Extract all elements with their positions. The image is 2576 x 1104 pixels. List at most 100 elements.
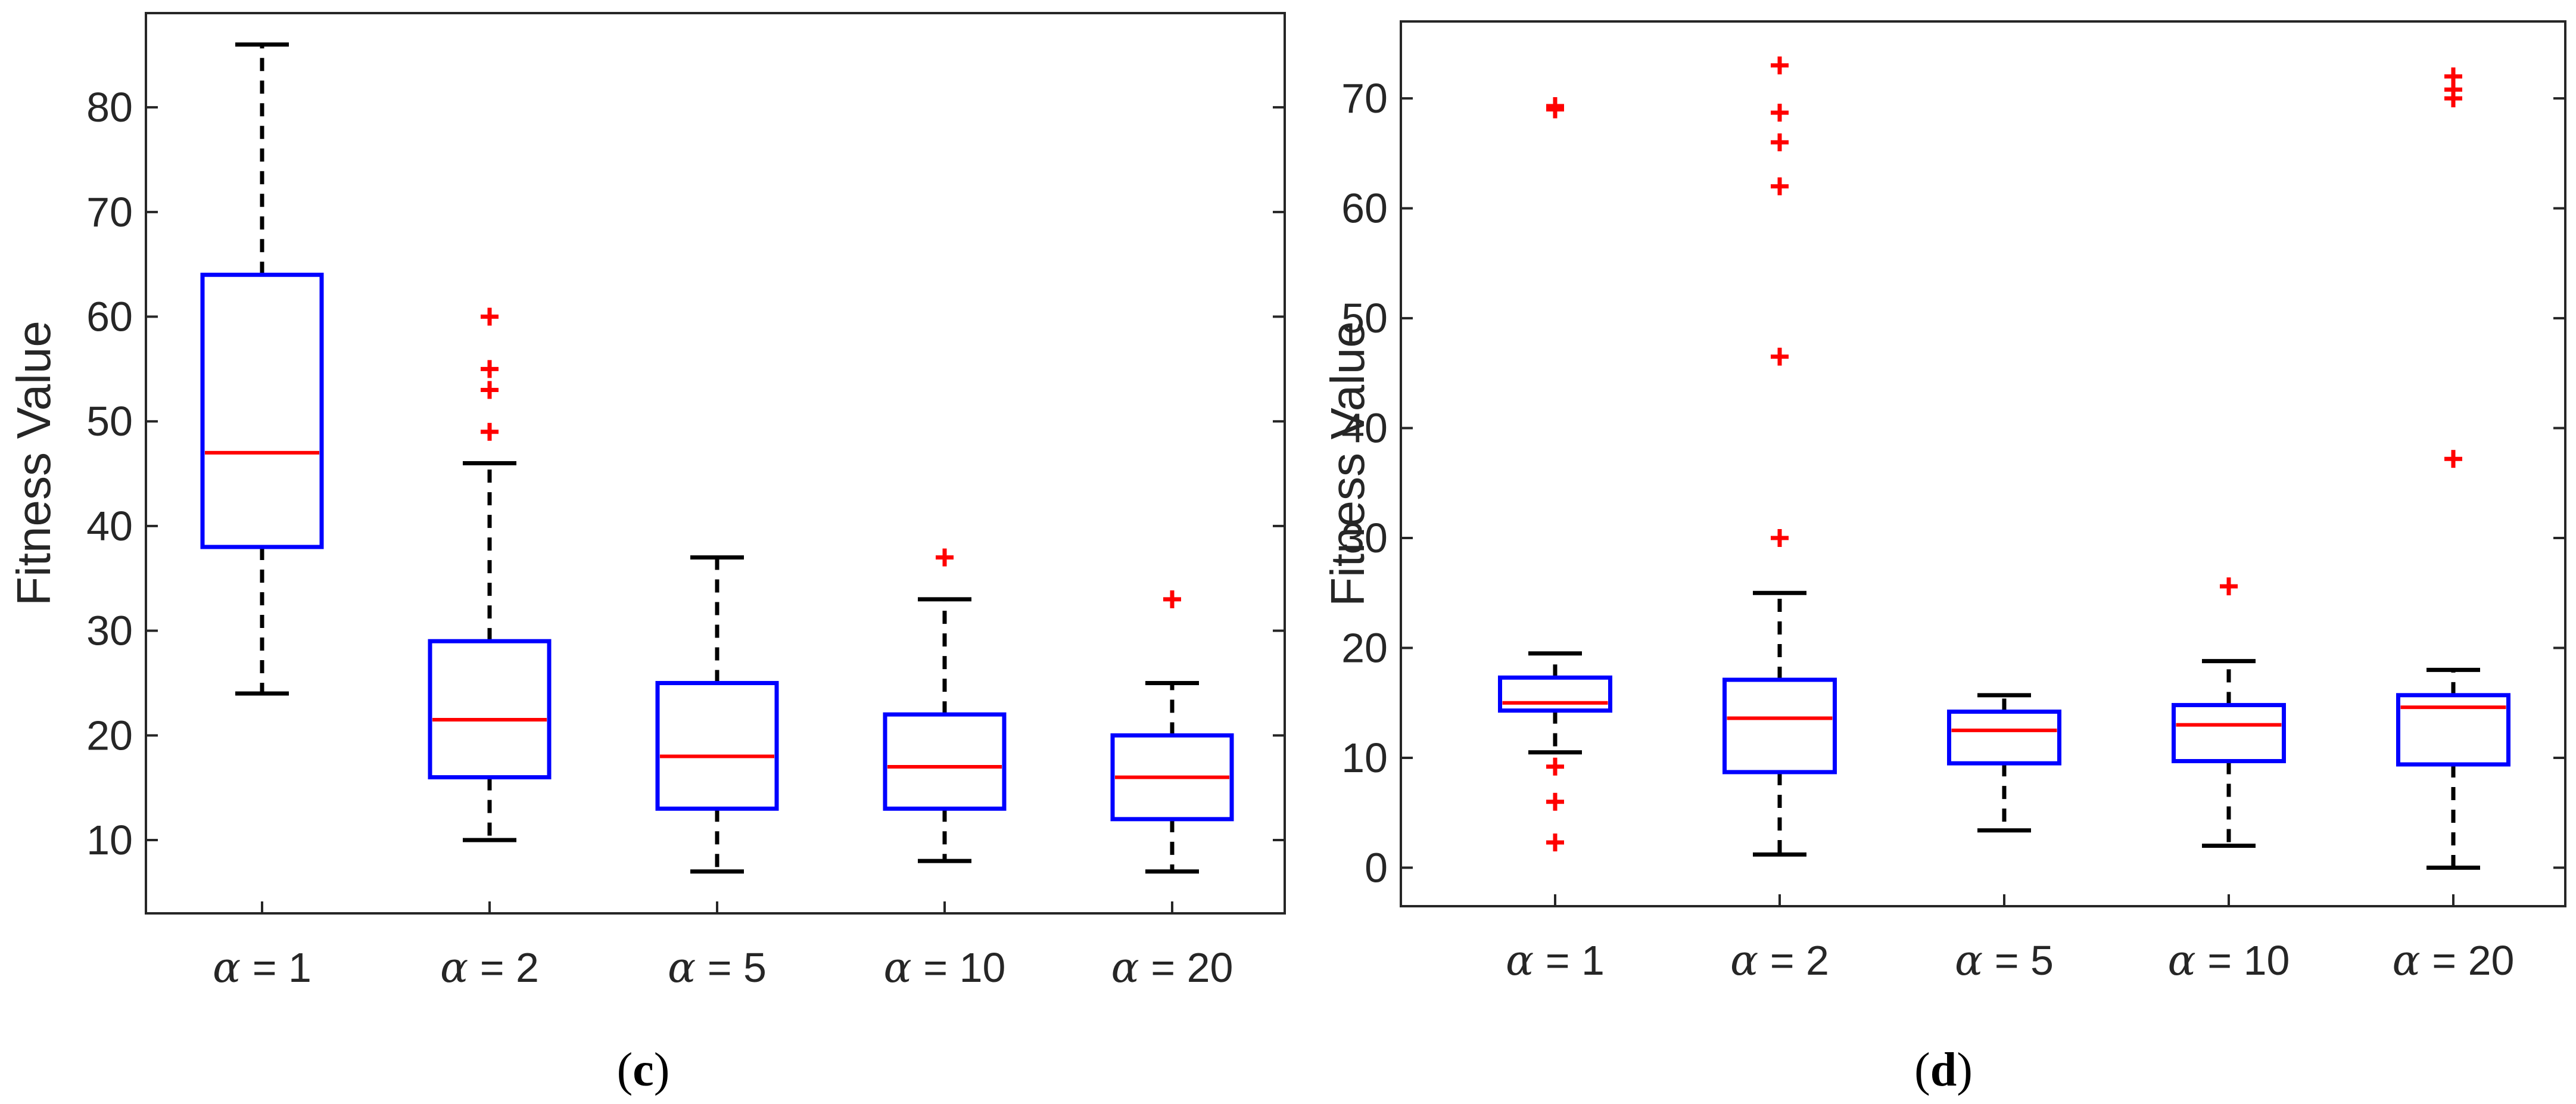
alpha-symbol: α [440,943,468,992]
outlier-marker [1771,529,1789,548]
panel-caption: (c) [617,1044,670,1096]
iqr-box [1498,675,1612,713]
caption-close-paren: ) [654,1044,670,1096]
caption-letter: c [633,1044,654,1096]
category-value: = 2 [468,944,539,991]
outlier-marker [1546,792,1564,811]
category-value: = 20 [1139,944,1234,991]
category-value: = 1 [1534,937,1605,984]
x-tick-label: α = 20 [2393,936,2515,985]
outlier-marker [1546,97,1564,116]
x-tick-label: α = 1 [213,943,312,992]
y-axis-label: Fitness Value [7,321,60,606]
category-value: = 10 [2196,937,2290,984]
category-value: = 10 [912,944,1006,991]
x-tick-label: α = 10 [2168,936,2290,985]
y-tick-label: 40 [86,503,133,549]
caption-close-paren: ) [1957,1044,1973,1096]
x-tick-label: α = 5 [1955,936,2054,985]
category-value: = 5 [696,944,767,991]
outlier-marker [1546,834,1564,852]
iqr-box [655,680,779,811]
caption-open-paren: ( [617,1044,633,1096]
iqr-box [2172,702,2286,763]
y-tick-label: 20 [1341,624,1388,671]
alpha-symbol: α [1955,936,1983,985]
outlier-marker [481,307,499,326]
caption-open-paren: ( [1914,1044,1930,1096]
panel-caption: (d) [1914,1044,1973,1096]
y-tick-label: 20 [86,712,133,758]
x-tick-label: α = 20 [1111,943,1234,992]
box-group-5 [2396,67,2510,870]
y-tick-label: 70 [86,189,133,235]
outlier-marker [481,422,499,441]
iqr-box [2396,693,2510,767]
iqr-box [428,639,552,780]
outlier-marker [481,381,499,399]
alpha-symbol: α [884,943,912,992]
outlier-marker [1771,56,1789,74]
box-group-4 [883,548,1007,863]
outlier-marker [1546,757,1564,776]
outlier-marker [481,360,499,378]
y-tick-label: 0 [1365,844,1388,891]
y-tick-label: 50 [1341,295,1388,341]
box-group-3 [655,555,779,874]
y-tick-label: 60 [86,294,133,340]
outlier-marker [936,548,954,567]
category-value: = 1 [241,944,312,991]
box-group-2 [1722,56,1837,857]
y-tick-label: 10 [1341,735,1388,781]
y-tick-label: 30 [1341,515,1388,561]
box-group-4 [2172,577,2286,848]
iqr-box [1722,677,1837,775]
alpha-symbol: α [1730,936,1758,985]
outlier-marker [2444,450,2462,468]
outlier-marker [1771,347,1789,366]
x-tick-label: α = 2 [1730,936,1829,985]
alpha-symbol: α [1111,943,1139,992]
caption-letter: d [1930,1044,1957,1096]
iqr-box [1110,733,1234,822]
iqr-box [1947,709,2061,766]
outlier-marker [2220,577,2238,596]
y-tick-label: 80 [86,84,133,130]
alpha-symbol: α [2393,936,2421,985]
outlier-marker [2444,67,2462,86]
box-group-1 [200,42,324,696]
box-group-5 [1110,590,1234,874]
outlier-marker [1771,133,1789,151]
y-tick-label: 50 [86,398,133,444]
x-tick-label: α = 10 [884,943,1006,992]
x-tick-label: α = 2 [440,943,539,992]
y-tick-label: 40 [1341,405,1388,452]
outlier-marker [1771,177,1789,195]
alpha-symbol: α [668,943,696,992]
plot-area-frame [145,12,1286,915]
y-tick-label: 30 [86,608,133,654]
y-tick-label: 60 [1341,185,1388,232]
outlier-marker [1163,590,1181,608]
y-tick-label: 70 [1341,75,1388,122]
y-tick-label: 10 [86,817,133,863]
alpha-symbol: α [213,943,241,992]
category-value: = 5 [1983,937,2054,984]
category-value: = 20 [2421,937,2515,984]
iqr-box [883,712,1007,811]
alpha-symbol: α [2168,936,2196,985]
alpha-symbol: α [1506,936,1534,985]
box-group-1 [1498,97,1612,852]
x-tick-label: α = 1 [1506,936,1605,985]
y-axis-label: Fitness Value [1321,321,1374,607]
category-value: = 2 [1758,937,1829,984]
box-group-3 [1947,693,2061,833]
outlier-marker [1771,104,1789,122]
x-tick-label: α = 5 [668,943,767,992]
plot-area-frame [1400,20,2566,907]
box-group-2 [428,307,552,842]
iqr-box [200,272,324,549]
